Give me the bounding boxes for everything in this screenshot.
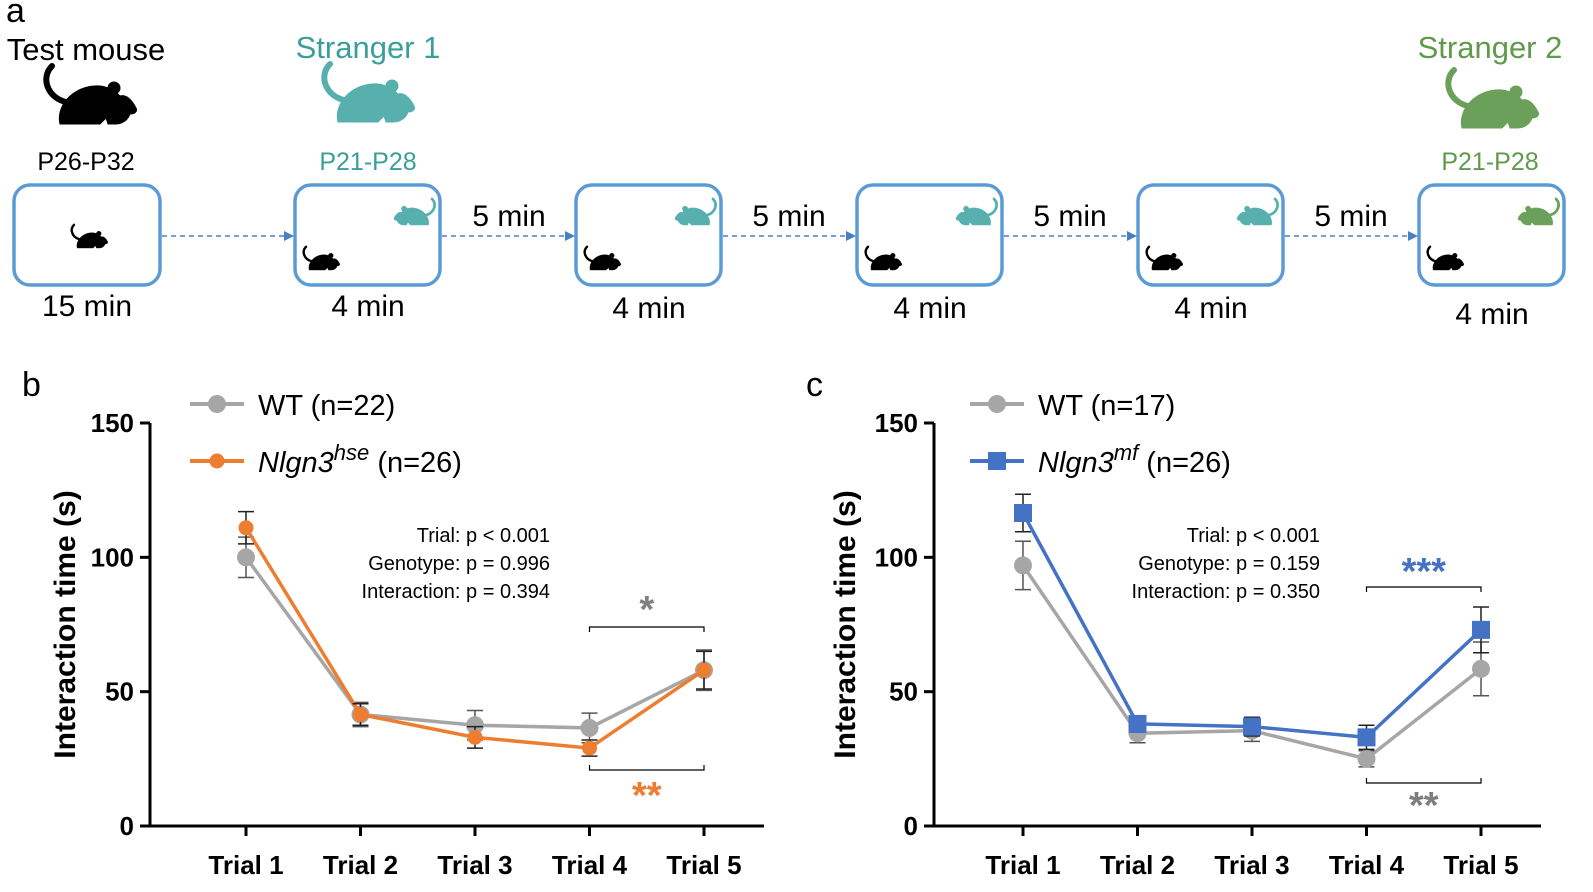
data-point <box>696 662 712 678</box>
duration-label: 4 min <box>893 292 966 325</box>
y-tick-label: 100 <box>91 542 134 572</box>
data-point <box>467 729 483 745</box>
legend-marker <box>988 395 1006 413</box>
data-point <box>1472 659 1490 678</box>
data-point <box>580 718 599 737</box>
test-mouse-label: Test mouse <box>7 32 166 67</box>
legend-label: Nlgn3mf (n=26) <box>1038 440 1231 479</box>
significance-stars: * <box>639 589 654 631</box>
axes <box>148 423 764 828</box>
interval-label: 5 min <box>1033 200 1106 233</box>
duration-label: 4 min <box>331 290 404 323</box>
x-tick-label: Trial 5 <box>1443 850 1518 880</box>
y-tick-label: 50 <box>889 677 918 707</box>
significance-stars: ** <box>1409 785 1439 827</box>
y-tick-label: 0 <box>904 811 918 841</box>
y-tick-label: 0 <box>120 811 134 841</box>
significance-stars: ** <box>632 775 662 817</box>
stranger-1-age: P21-P28 <box>319 148 416 176</box>
duration-label: 4 min <box>1455 298 1528 331</box>
stranger-2-label: Stranger 2 <box>1418 30 1563 65</box>
significance-bracket <box>588 626 705 632</box>
data-point <box>1014 556 1032 575</box>
x-tick-label: Trial 5 <box>666 850 741 880</box>
x-tick-label: Trial 4 <box>1329 850 1405 880</box>
axes <box>932 423 1541 828</box>
y-tick-label: 150 <box>875 408 918 438</box>
test-mouse-icon <box>46 66 136 124</box>
significance-bracket <box>588 765 705 771</box>
y-axis-label: Interaction time (s) <box>829 490 862 758</box>
panel-c-letter: c <box>806 366 823 404</box>
stats-text: Genotype: p = 0.996 <box>368 553 550 575</box>
x-tick-label: Trial 2 <box>323 850 398 880</box>
duration-label: 4 min <box>1174 292 1247 325</box>
stats-text: Genotype: p = 0.159 <box>1138 553 1320 575</box>
legend-label: Nlgn3hse (n=26) <box>258 440 462 479</box>
data-point <box>237 548 255 567</box>
y-axis-label: Interaction time (s) <box>49 490 82 758</box>
x-tick-label: Trial 4 <box>552 850 628 880</box>
x-tick-label: Trial 3 <box>437 850 512 880</box>
data-point <box>582 740 597 756</box>
panel-a-letter: a <box>6 0 25 30</box>
data-point <box>1243 717 1261 736</box>
legend-marker <box>208 395 226 413</box>
stranger-2-mouse-icon <box>1448 70 1538 128</box>
x-tick-label: Trial 3 <box>1214 850 1289 880</box>
interval-label: 5 min <box>752 200 825 233</box>
panel-b-chart: b 0 50 100 150 Trial 1 Trial 2 Trial 3 Trial 4 T… <box>22 366 764 880</box>
significance-bracket <box>1365 778 1482 784</box>
duration-label: 4 min <box>612 292 685 325</box>
data-point <box>1014 504 1032 523</box>
data-point <box>1472 620 1490 639</box>
legend-marker <box>988 452 1006 470</box>
stats-text: Interaction: p = 0.350 <box>1132 581 1320 603</box>
stats-text: Interaction: p = 0.394 <box>362 581 550 603</box>
panel-b-letter: b <box>22 366 41 404</box>
x-tick-label: Trial 1 <box>208 850 283 880</box>
x-tick-label: Trial 2 <box>1100 850 1175 880</box>
legend-marker <box>209 453 225 469</box>
data-point <box>353 707 368 723</box>
legend-label: WT (n=17) <box>1038 390 1175 422</box>
duration-label: 15 min <box>42 290 132 323</box>
interval-label: 5 min <box>472 200 545 233</box>
y-tick-label: 150 <box>91 408 134 438</box>
stranger-1-mouse-icon <box>324 64 414 122</box>
significance-stars: *** <box>1402 551 1447 593</box>
panel-a: a Test mouse Stranger 1 Stranger 2 P26-P… <box>6 0 1566 331</box>
data-point <box>1128 714 1147 733</box>
panel-c-chart: c 0 50 100 150 Trial 1 Trial 2 Trial 3 Trial 4 T… <box>806 366 1541 880</box>
y-tick-label: 50 <box>105 677 134 707</box>
data-point <box>238 520 254 536</box>
test-mouse-age: P26-P32 <box>37 148 134 176</box>
legend-label: WT (n=22) <box>258 390 395 422</box>
significance-bracket <box>1365 586 1482 592</box>
interval-label: 5 min <box>1314 200 1387 233</box>
stats-text: Trial: p < 0.001 <box>1187 525 1320 547</box>
stranger-1-label: Stranger 1 <box>296 30 441 65</box>
y-tick-label: 100 <box>875 542 918 572</box>
x-tick-label: Trial 1 <box>985 850 1060 880</box>
stranger-2-age: P21-P28 <box>1441 148 1538 176</box>
stats-text: Trial: p < 0.001 <box>417 525 550 547</box>
data-point <box>466 716 484 735</box>
data-point <box>1357 749 1376 768</box>
data-point <box>1357 728 1376 747</box>
